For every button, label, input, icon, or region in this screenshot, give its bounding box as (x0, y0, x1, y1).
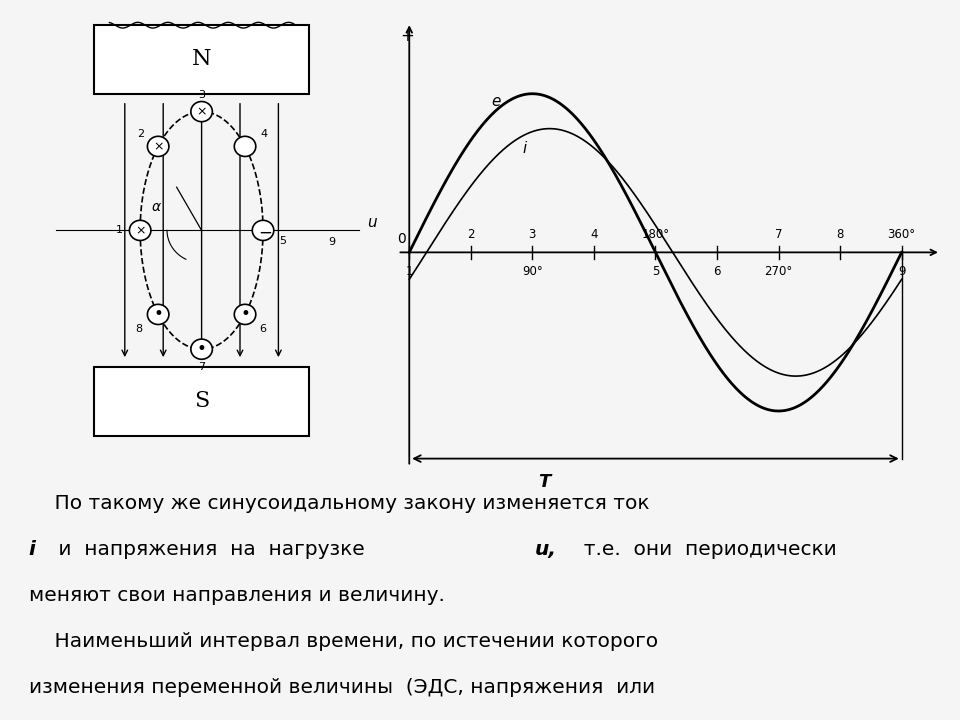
Text: N: N (192, 48, 211, 71)
Text: 2: 2 (137, 129, 144, 139)
Text: i: i (523, 141, 527, 156)
Text: S: S (194, 390, 209, 413)
Text: 90°: 90° (522, 265, 542, 278)
Text: −: − (258, 223, 272, 241)
Circle shape (252, 220, 274, 240)
Text: По такому же синусоидальному закону изменяется ток: По такому же синусоидальному закону изме… (29, 494, 649, 513)
Text: 9: 9 (328, 237, 335, 247)
Text: меняют свои направления и величину.: меняют свои направления и величину. (29, 586, 444, 605)
Text: Наименьший интервал времени, по истечении которого: Наименьший интервал времени, по истечени… (29, 632, 658, 651)
Text: 8: 8 (135, 324, 142, 334)
Text: T: T (539, 473, 551, 491)
Text: u,: u, (535, 540, 557, 559)
Text: 7: 7 (775, 228, 782, 241)
Text: 7: 7 (198, 362, 205, 372)
Text: i: i (29, 540, 36, 559)
Text: 4: 4 (261, 129, 268, 139)
Text: •: • (240, 305, 250, 323)
Text: u: u (367, 215, 376, 230)
Text: 270°: 270° (764, 265, 793, 278)
Circle shape (148, 305, 169, 325)
Text: и  напряжения  на  нагрузке: и напряжения на нагрузке (52, 540, 377, 559)
Bar (94, 25, 309, 94)
Text: 180°: 180° (641, 228, 669, 241)
Text: ×: × (197, 105, 206, 118)
Text: ×: × (153, 140, 163, 153)
Circle shape (191, 339, 212, 359)
Circle shape (234, 305, 255, 325)
Text: 3: 3 (198, 91, 205, 100)
Text: 6: 6 (713, 265, 721, 278)
Text: 5: 5 (278, 236, 286, 246)
Circle shape (130, 220, 151, 240)
Text: 4: 4 (590, 228, 598, 241)
Text: 360°: 360° (888, 228, 916, 241)
Text: ×: × (135, 224, 145, 237)
Circle shape (191, 102, 212, 122)
Text: 0: 0 (397, 232, 406, 246)
Text: 5: 5 (652, 265, 660, 278)
Circle shape (148, 136, 169, 156)
Text: e: e (492, 94, 501, 109)
Text: •: • (197, 340, 206, 358)
Text: 1: 1 (115, 225, 123, 235)
Circle shape (234, 136, 255, 156)
Text: 3: 3 (529, 228, 536, 241)
Text: т.е.  они  периодически: т.е. они периодически (571, 540, 837, 559)
Text: 2: 2 (468, 228, 474, 241)
Text: 6: 6 (259, 324, 266, 334)
Bar (94, 367, 309, 436)
Text: +: + (400, 27, 414, 45)
Text: 8: 8 (836, 228, 844, 241)
Text: α: α (152, 199, 161, 214)
Text: изменения переменной величины  (ЭДС, напряжения  или: изменения переменной величины (ЭДС, напр… (29, 678, 655, 697)
Text: 9: 9 (898, 265, 905, 278)
Text: •: • (154, 305, 163, 323)
Text: 1: 1 (405, 265, 413, 278)
